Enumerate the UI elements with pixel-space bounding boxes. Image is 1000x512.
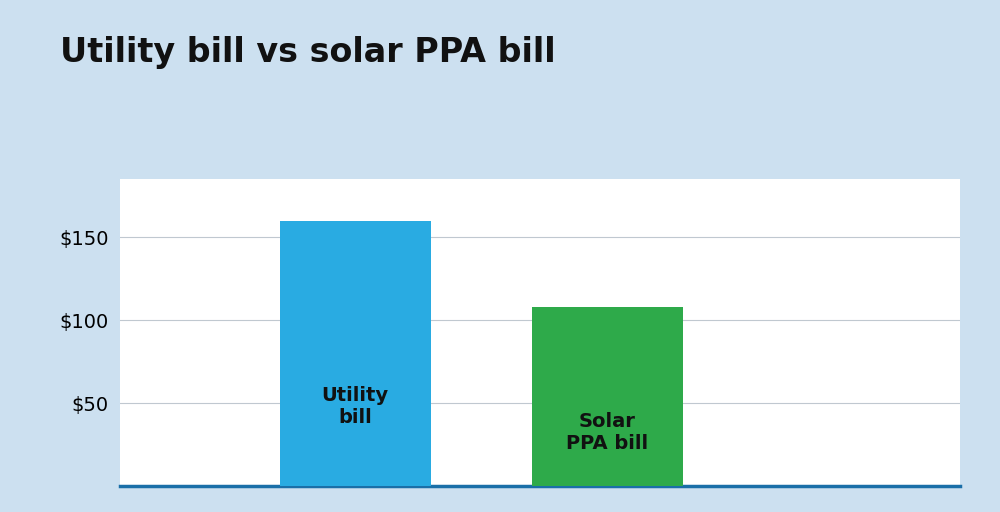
- Bar: [532, 307, 683, 486]
- Text: Utility
bill: Utility bill: [322, 386, 389, 427]
- Text: Utility bill vs solar PPA bill: Utility bill vs solar PPA bill: [60, 36, 556, 69]
- Bar: [280, 221, 431, 486]
- Text: Solar
PPA bill: Solar PPA bill: [566, 412, 648, 453]
